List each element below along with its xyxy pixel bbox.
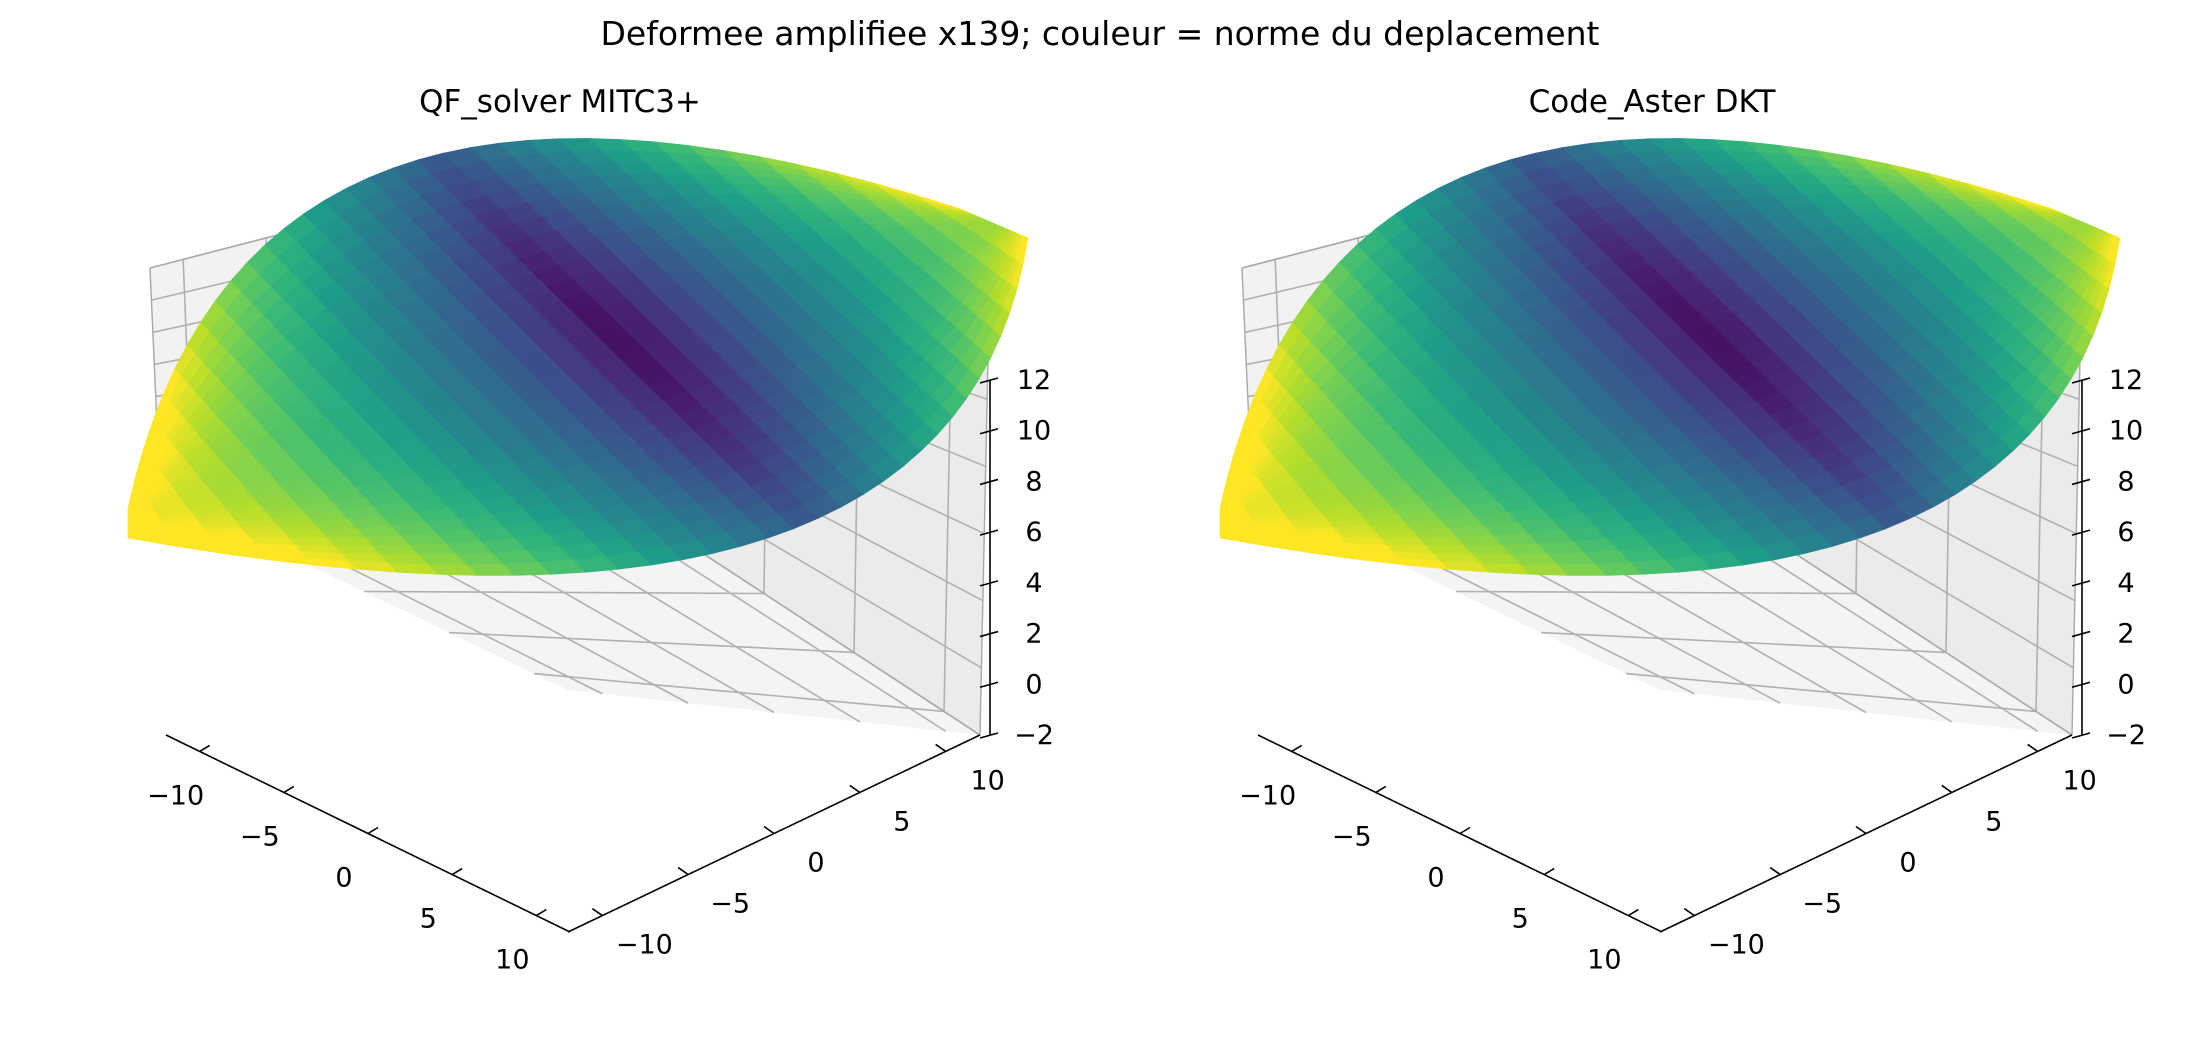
z-tick-label: 6	[2117, 517, 2134, 548]
z-tick-label: −2	[1014, 720, 1054, 751]
surface-patch	[1375, 530, 1421, 540]
x-tick-label: −5	[1332, 821, 1372, 852]
y-tick-label: −5	[1802, 889, 1842, 920]
y-tick-label: −5	[710, 889, 750, 920]
subplot-title: Code_Aster DKT	[1529, 84, 1777, 120]
z-tick-2	[979, 630, 999, 638]
surface-patch	[283, 530, 329, 540]
y-tick-label: −10	[1708, 930, 1765, 961]
z-tick-4	[2071, 529, 2091, 536]
surface-patch	[1337, 531, 1383, 540]
x-tick-3	[1543, 867, 1555, 876]
y-tick-4	[2027, 743, 2039, 753]
z-tick-label: 10	[1017, 416, 1051, 447]
subplot-1: −2 0 2 4 6 8 10 12 −10 −5 0 5 10 −10 −5 0 5 10 QF_solver M…	[127, 84, 1054, 976]
subplot-2: −2 0 2 4 6 8 10 12 −10 −5 0 5 10 −10 −5 0 5 10 Code_Aster …	[1219, 84, 2146, 976]
x-tick-0	[1291, 744, 1303, 753]
surface-patch	[1381, 537, 1428, 547]
x-tick-label: −10	[147, 780, 204, 811]
y-tick-1	[677, 866, 689, 876]
z-tick-label: 0	[2117, 669, 2134, 700]
x-tick-label: 5	[420, 904, 437, 935]
x-tick-label: 0	[335, 863, 352, 894]
y-tick-3	[849, 784, 861, 794]
z-tick-label: 0	[1025, 669, 1042, 700]
x-tick-label: −5	[240, 821, 280, 852]
y-tick-1	[1769, 866, 1781, 876]
z-tick-6	[2071, 427, 2091, 435]
z-tick-label: 2	[1025, 619, 1042, 650]
x-tick-2	[1459, 826, 1471, 835]
x-tick-1	[283, 785, 295, 794]
z-tick-4	[979, 529, 999, 536]
z-tick-3	[2071, 580, 2091, 587]
z-tick-5	[979, 478, 999, 486]
x-tick-label: −10	[1239, 780, 1296, 811]
y-tick-0	[591, 907, 603, 917]
y-tick-label: 0	[807, 848, 824, 879]
y-tick-label: 5	[1985, 806, 2002, 837]
figure-suptitle: Deformee amplifiee x139; couleur = norme…	[600, 14, 1600, 53]
z-tick-label: 4	[2117, 568, 2134, 599]
y-tick-2	[763, 825, 775, 835]
y-tick-4	[935, 743, 947, 753]
surface-mesh	[127, 138, 1029, 576]
z-tick-1	[2071, 681, 2091, 689]
y-tick-3	[1941, 784, 1953, 794]
subplot-title: QF_solver MITC3+	[419, 84, 701, 120]
y-tick-label: 10	[970, 765, 1004, 796]
y-tick-label: 10	[2062, 765, 2096, 796]
z-tick-3	[979, 580, 999, 587]
x-tick-4	[535, 908, 547, 917]
z-tick-7	[2071, 377, 2091, 384]
z-tick-label: 6	[1025, 517, 1042, 548]
x-tick-2	[367, 826, 379, 835]
x-tick-4	[1627, 908, 1639, 917]
x-tick-0	[199, 744, 211, 753]
surface-mesh	[1219, 138, 2121, 576]
y-tick-label: 5	[893, 806, 910, 837]
z-tick-1	[979, 681, 999, 689]
z-tick-label: 4	[1025, 568, 1042, 599]
surface-patch	[245, 531, 291, 540]
z-tick-6	[979, 427, 999, 435]
z-tick-label: 8	[1025, 466, 1042, 497]
z-tick-5	[2071, 478, 2091, 486]
surface-patch	[2110, 236, 2121, 265]
z-tick-label: 2	[2117, 619, 2134, 650]
x-tick-label: 10	[495, 945, 529, 976]
z-tick-7	[979, 377, 999, 384]
x-tick-1	[1375, 785, 1387, 794]
z-tick-0	[979, 732, 999, 739]
y-tick-label: −10	[616, 930, 673, 961]
z-tick-label: 12	[2109, 365, 2143, 396]
x-tick-3	[451, 867, 463, 876]
x-tick-label: 10	[1587, 945, 1621, 976]
x-tick-label: 0	[1427, 863, 1444, 894]
surface-patch	[1018, 236, 1029, 265]
z-tick-label: 10	[2109, 416, 2143, 447]
z-tick-2	[2071, 630, 2091, 638]
surface-patch	[289, 537, 336, 547]
z-tick-label: −2	[2106, 720, 2146, 751]
y-tick-2	[1855, 825, 1867, 835]
z-tick-0	[2071, 732, 2091, 739]
y-tick-label: 0	[1899, 848, 1916, 879]
z-tick-label: 8	[2117, 466, 2134, 497]
y-tick-0	[1683, 907, 1695, 917]
z-tick-label: 12	[1017, 365, 1051, 396]
x-tick-label: 5	[1512, 904, 1529, 935]
